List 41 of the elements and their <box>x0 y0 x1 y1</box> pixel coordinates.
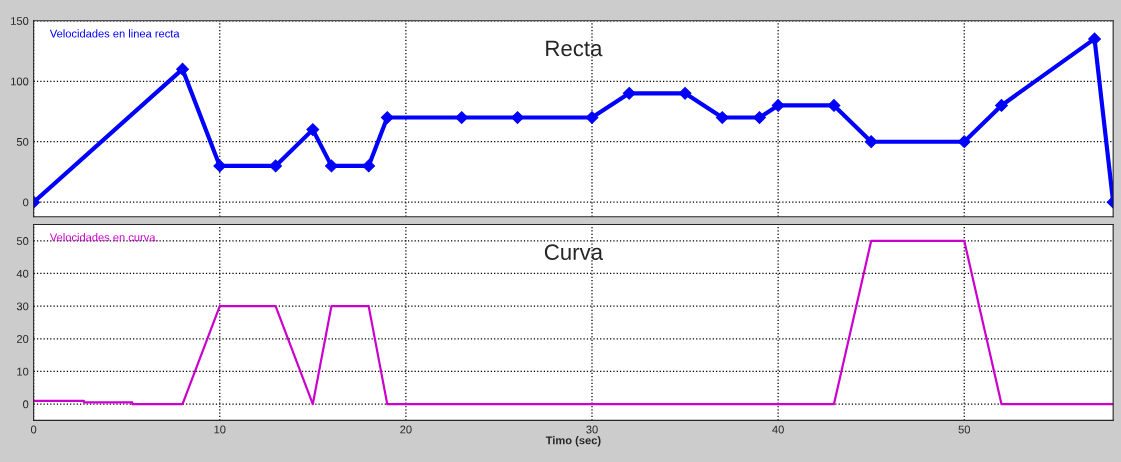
x-tick-label: 30 <box>586 425 598 434</box>
y-tick-label: 40 <box>16 269 29 278</box>
annotation: Recta <box>546 40 603 57</box>
annotation: Curva <box>544 244 604 260</box>
point <box>1088 32 1101 46</box>
x-tick-label: 0 <box>30 425 37 434</box>
y-tick-label: 10 <box>17 367 29 376</box>
point <box>753 111 766 124</box>
point <box>213 159 227 173</box>
y-tick-label: 50 <box>16 237 29 245</box>
text: Velocidades en linea recta <box>49 29 180 38</box>
y-tick-label: 0 <box>23 198 29 207</box>
point <box>362 159 376 173</box>
x-axis-title: Timo (sec) <box>545 436 601 447</box>
point <box>771 99 785 112</box>
point <box>864 135 878 149</box>
y-tick-label: 150 <box>11 17 29 25</box>
text: Velocidades en curva. <box>49 233 158 242</box>
point <box>511 111 524 124</box>
y-tick-label: 50 <box>16 137 29 146</box>
point <box>325 159 338 173</box>
point <box>269 159 282 173</box>
x-tick-label: 40 <box>772 425 784 434</box>
point <box>306 123 320 137</box>
point <box>585 111 599 124</box>
x-tick-label: 20 <box>400 425 412 434</box>
y-tick-label: 30 <box>16 302 29 311</box>
point <box>176 62 189 76</box>
y-tick-label: 20 <box>16 335 29 343</box>
point <box>678 86 692 100</box>
point <box>957 135 971 149</box>
point <box>455 111 469 124</box>
y-tick-label: 0 <box>23 400 29 409</box>
y-tick-label: 100 <box>11 77 29 86</box>
point <box>995 99 1008 112</box>
x-tick-label: 10 <box>214 425 226 434</box>
point <box>622 86 636 100</box>
point <box>380 111 394 124</box>
point <box>715 111 729 124</box>
x-tick-label: 50 <box>958 425 970 434</box>
point <box>827 99 841 112</box>
